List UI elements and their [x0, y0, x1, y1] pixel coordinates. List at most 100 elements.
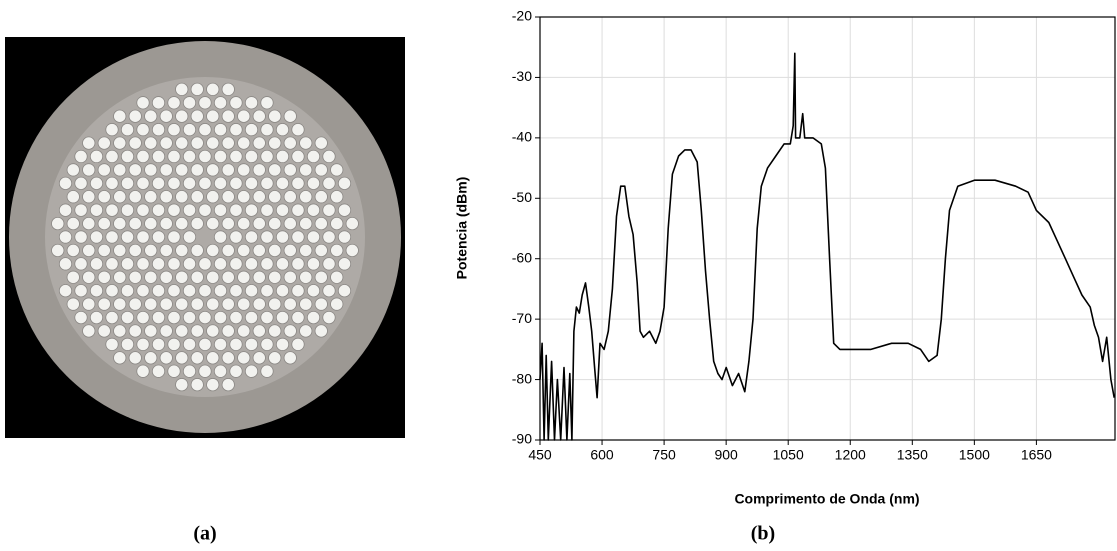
air-hole	[151, 176, 166, 190]
air-hole	[182, 310, 197, 325]
air-hole	[291, 337, 305, 351]
air-hole	[151, 310, 166, 325]
air-hole	[268, 324, 282, 338]
air-hole	[113, 297, 127, 311]
air-hole	[283, 270, 297, 284]
air-hole	[167, 176, 181, 190]
air-hole	[159, 109, 173, 123]
air-hole	[252, 297, 266, 311]
x-tick-label: 1500	[959, 447, 990, 463]
air-hole	[221, 109, 235, 123]
air-hole	[105, 203, 119, 217]
air-hole	[190, 378, 204, 392]
air-hole	[82, 136, 96, 150]
air-hole	[89, 149, 104, 164]
x-tick-label: 900	[714, 447, 738, 463]
air-hole	[113, 270, 127, 284]
air-hole	[291, 176, 305, 190]
y-tick-label: -40	[512, 129, 532, 145]
air-hole	[229, 310, 243, 325]
air-hole	[198, 284, 212, 298]
air-hole	[268, 109, 282, 123]
air-hole	[221, 190, 235, 204]
air-hole	[330, 270, 344, 284]
air-hole	[175, 324, 189, 338]
air-hole	[159, 324, 173, 338]
air-hole	[51, 216, 65, 231]
air-hole	[314, 324, 328, 338]
air-hole	[322, 230, 336, 244]
air-hole	[105, 284, 119, 298]
air-hole	[237, 243, 251, 258]
air-hole	[252, 136, 266, 150]
y-tick-label: -30	[512, 68, 532, 84]
air-hole	[182, 203, 197, 217]
air-hole	[337, 176, 352, 190]
air-hole	[82, 243, 96, 258]
air-hole	[198, 203, 212, 217]
air-hole	[283, 163, 297, 177]
air-hole	[89, 176, 104, 190]
air-hole	[213, 123, 228, 137]
air-hole	[136, 203, 150, 217]
air-hole	[82, 216, 96, 231]
air-hole	[136, 284, 150, 298]
air-hole	[268, 351, 282, 365]
air-hole	[252, 243, 266, 258]
air-hole	[229, 257, 243, 271]
air-hole	[89, 284, 104, 298]
air-hole	[128, 136, 142, 150]
air-hole	[244, 364, 259, 378]
air-hole	[82, 190, 96, 204]
air-hole	[252, 270, 266, 284]
air-hole	[244, 310, 259, 325]
air-hole	[260, 310, 274, 325]
air-hole	[206, 109, 220, 123]
air-hole	[291, 203, 305, 217]
air-hole	[167, 149, 181, 164]
air-hole	[105, 123, 119, 137]
air-hole	[66, 216, 80, 231]
air-hole	[314, 163, 328, 177]
air-hole	[190, 324, 204, 338]
air-hole	[213, 257, 228, 271]
air-hole	[244, 176, 259, 190]
air-hole	[136, 149, 150, 164]
air-hole	[268, 270, 282, 284]
air-hole	[314, 243, 328, 258]
air-hole	[113, 351, 127, 365]
air-hole	[237, 190, 251, 204]
air-hole	[299, 324, 313, 338]
air-hole	[275, 149, 290, 164]
air-hole	[306, 284, 321, 298]
air-hole	[198, 310, 212, 325]
air-hole	[198, 149, 212, 164]
air-hole	[159, 136, 173, 150]
air-hole	[190, 109, 204, 123]
air-hole	[244, 230, 259, 244]
air-hole	[128, 297, 142, 311]
air-hole	[275, 284, 290, 298]
air-hole	[198, 123, 212, 137]
air-hole	[97, 136, 111, 150]
air-hole	[221, 297, 235, 311]
air-hole	[252, 216, 266, 231]
air-hole	[82, 324, 96, 338]
air-hole	[151, 284, 166, 298]
air-hole	[275, 176, 290, 190]
air-hole	[252, 324, 266, 338]
air-hole	[136, 123, 150, 137]
air-hole	[221, 270, 235, 284]
air-hole	[58, 257, 73, 271]
air-hole	[175, 163, 189, 177]
air-hole	[151, 149, 166, 164]
y-tick-label: -70	[512, 310, 532, 326]
x-axis-label: Comprimento de Onda (nm)	[734, 491, 919, 507]
air-hole	[299, 297, 313, 311]
air-hole	[182, 96, 197, 110]
air-hole	[252, 163, 266, 177]
air-hole	[167, 96, 181, 110]
air-hole	[105, 257, 119, 271]
air-hole	[244, 284, 259, 298]
